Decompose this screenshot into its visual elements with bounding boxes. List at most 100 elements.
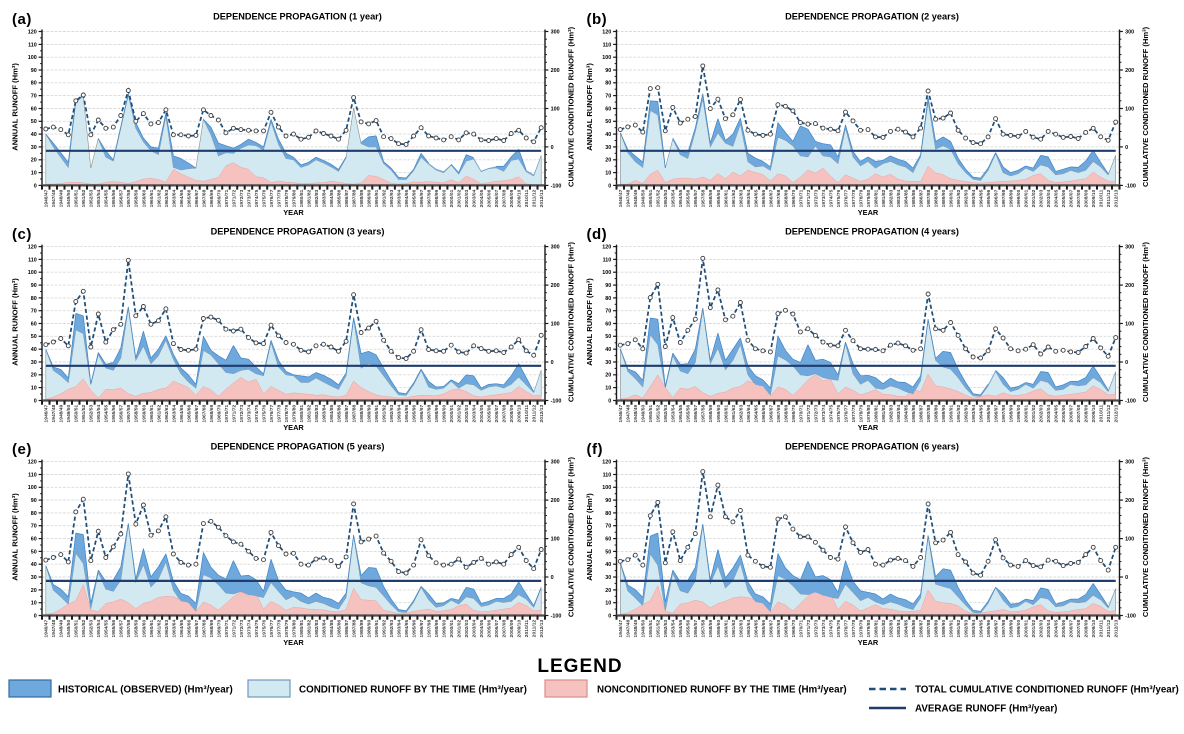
svg-text:(e): (e)	[12, 441, 32, 458]
svg-text:2005/06: 2005/06	[1061, 405, 1067, 423]
svg-text:1960/61: 1960/61	[723, 405, 729, 423]
svg-text:1999/00: 1999/00	[1016, 620, 1022, 638]
svg-text:1999/00: 1999/00	[1016, 189, 1022, 207]
svg-text:200: 200	[551, 68, 560, 74]
svg-text:1956/57: 1956/57	[693, 405, 699, 423]
svg-text:2007/08: 2007/08	[502, 189, 508, 207]
svg-text:1980/81: 1980/81	[873, 405, 879, 423]
svg-text:50: 50	[605, 334, 611, 340]
svg-text:1957/58: 1957/58	[126, 620, 132, 638]
svg-text:1984/85: 1984/85	[903, 405, 909, 423]
svg-text:0: 0	[608, 398, 611, 404]
svg-text:90: 90	[31, 498, 37, 504]
svg-text:1981/82: 1981/82	[306, 189, 312, 207]
svg-text:70: 70	[31, 94, 37, 100]
svg-text:1963/64: 1963/64	[171, 620, 177, 638]
svg-text:80: 80	[31, 81, 37, 87]
svg-text:40: 40	[31, 132, 37, 138]
svg-text:200: 200	[551, 283, 560, 289]
svg-text:110: 110	[28, 42, 37, 48]
svg-text:1965/66: 1965/66	[186, 620, 192, 638]
svg-text:1961/62: 1961/62	[731, 189, 737, 207]
svg-text:1994/95: 1994/95	[404, 620, 410, 638]
svg-text:2003/04: 2003/04	[472, 189, 478, 207]
svg-text:1989/90: 1989/90	[941, 405, 947, 423]
svg-text:1999/00: 1999/00	[442, 405, 448, 423]
svg-text:60: 60	[605, 106, 611, 112]
svg-text:1951/52: 1951/52	[656, 189, 662, 207]
svg-text:90: 90	[605, 283, 611, 289]
svg-text:100: 100	[1125, 537, 1134, 543]
svg-text:1971/72: 1971/72	[806, 405, 812, 423]
svg-text:1997/98: 1997/98	[427, 405, 433, 423]
svg-text:1990/91: 1990/91	[374, 405, 380, 423]
svg-text:1950/51: 1950/51	[74, 620, 80, 638]
svg-text:1968/69: 1968/69	[209, 189, 215, 207]
svg-text:1982/83: 1982/83	[888, 620, 894, 638]
svg-text:20: 20	[31, 158, 37, 164]
svg-text:1969/70: 1969/70	[791, 620, 797, 638]
svg-text:1956/57: 1956/57	[119, 620, 125, 638]
svg-text:1946/47: 1946/47	[44, 620, 50, 638]
svg-text:1995/96: 1995/96	[412, 189, 418, 207]
svg-text:1989/90: 1989/90	[367, 189, 373, 207]
svg-text:90: 90	[31, 283, 37, 289]
svg-text:1951/52: 1951/52	[656, 405, 662, 423]
svg-text:1986/87: 1986/87	[344, 405, 350, 423]
svg-text:1959/60: 1959/60	[141, 189, 147, 207]
svg-text:2011/12: 2011/12	[1106, 189, 1112, 207]
svg-text:1986/87: 1986/87	[919, 405, 925, 423]
svg-text:1994/95: 1994/95	[404, 405, 410, 423]
svg-text:1962/63: 1962/63	[164, 620, 170, 638]
svg-text:1987/88: 1987/88	[926, 620, 932, 638]
svg-text:0: 0	[1125, 145, 1128, 151]
svg-text:40: 40	[605, 132, 611, 138]
svg-text:1977/78: 1977/78	[851, 405, 857, 423]
svg-text:1954/55: 1954/55	[678, 405, 684, 423]
svg-text:1958/59: 1958/59	[708, 405, 714, 423]
svg-text:1988/89: 1988/89	[359, 620, 365, 638]
svg-text:1998/99: 1998/99	[1009, 620, 1015, 638]
svg-text:1962/63: 1962/63	[738, 620, 744, 638]
svg-text:2004/05: 2004/05	[1054, 189, 1060, 207]
svg-text:2008/09: 2008/09	[1084, 405, 1090, 423]
svg-text:1999/00: 1999/00	[1016, 405, 1022, 423]
svg-text:1997/98: 1997/98	[1001, 620, 1007, 638]
svg-text:1973/74: 1973/74	[821, 189, 827, 207]
svg-text:1992/93: 1992/93	[964, 189, 970, 207]
svg-text:1952/53: 1952/53	[89, 405, 95, 423]
svg-text:1970/71: 1970/71	[224, 189, 230, 207]
svg-text:1968/69: 1968/69	[783, 405, 789, 423]
svg-text:2002/03: 2002/03	[1039, 620, 1045, 638]
svg-text:1961/62: 1961/62	[731, 620, 737, 638]
svg-text:100: 100	[602, 55, 611, 61]
svg-text:1976/77: 1976/77	[269, 620, 275, 638]
svg-text:1970/71: 1970/71	[224, 405, 230, 423]
svg-text:1995/96: 1995/96	[412, 405, 418, 423]
svg-text:1956/57: 1956/57	[693, 620, 699, 638]
svg-text:1977/78: 1977/78	[276, 405, 282, 423]
svg-text:1980/81: 1980/81	[299, 189, 305, 207]
svg-text:30: 30	[605, 360, 611, 366]
svg-text:1993/94: 1993/94	[971, 189, 977, 207]
svg-text:100: 100	[1125, 106, 1134, 112]
svg-text:1960/61: 1960/61	[149, 405, 155, 423]
svg-text:200: 200	[551, 498, 560, 504]
svg-text:1979/80: 1979/80	[866, 620, 872, 638]
svg-text:1947/48: 1947/48	[51, 405, 57, 423]
svg-text:1965/66: 1965/66	[761, 405, 767, 423]
svg-text:1965/66: 1965/66	[186, 189, 192, 207]
svg-text:1971/72: 1971/72	[806, 620, 812, 638]
svg-text:0: 0	[34, 183, 37, 189]
svg-text:2006/07: 2006/07	[494, 620, 500, 638]
svg-text:2012/13: 2012/13	[1114, 620, 1120, 638]
svg-text:1973/74: 1973/74	[246, 620, 252, 638]
svg-text:100: 100	[602, 485, 611, 491]
svg-text:1983/84: 1983/84	[896, 405, 902, 423]
svg-text:2000/01: 2000/01	[1024, 620, 1030, 638]
svg-text:1985/86: 1985/86	[336, 620, 342, 638]
svg-text:60: 60	[605, 321, 611, 327]
svg-text:1969/70: 1969/70	[791, 189, 797, 207]
svg-text:1953/54: 1953/54	[96, 405, 102, 423]
svg-text:1984/85: 1984/85	[329, 405, 335, 423]
